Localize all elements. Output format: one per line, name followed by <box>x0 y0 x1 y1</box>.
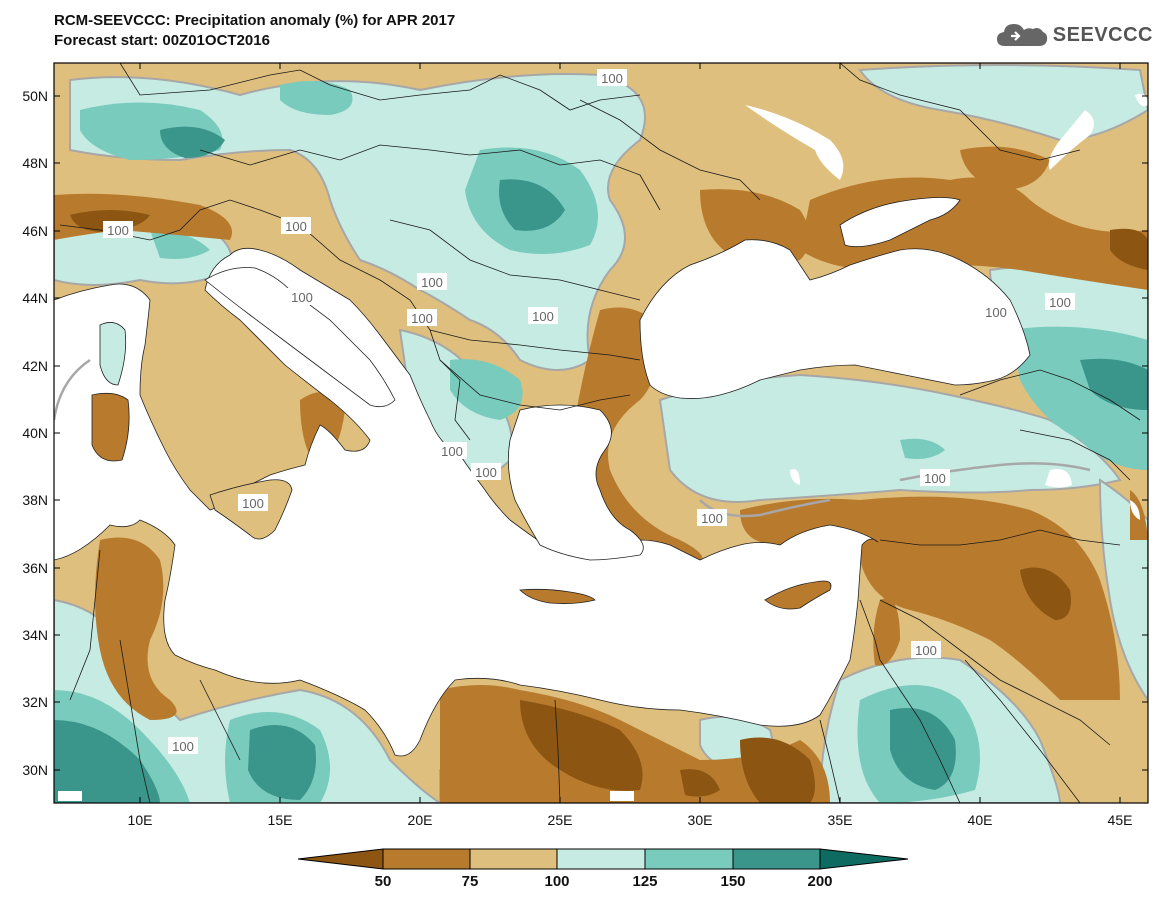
contour-label: 100 <box>172 739 194 754</box>
seevccc-logo: SEEVCCC <box>995 20 1153 50</box>
lon-label: 45E <box>1108 812 1133 828</box>
contour-label-bg <box>697 509 727 526</box>
contour-label-bg <box>911 641 941 658</box>
contour-label-bg <box>597 69 627 86</box>
contour-label: 100 <box>701 511 723 526</box>
lon-label: 35E <box>828 812 853 828</box>
lat-label: 48N <box>22 155 48 171</box>
legend-level: 125 <box>632 873 658 890</box>
contour-label: 100 <box>985 305 1007 320</box>
lon-label: 10E <box>128 812 153 828</box>
contour-label-bg <box>471 463 501 480</box>
contour-label: 100 <box>532 309 554 324</box>
legend-swatch <box>644 848 734 870</box>
legend-level: 75 <box>461 873 479 890</box>
legend-level: 150 <box>720 873 746 890</box>
contour-label-bg <box>920 469 950 486</box>
contour-label: 100 <box>1049 295 1071 310</box>
lat-label: 46N <box>22 223 48 239</box>
lon-label: 15E <box>268 812 293 828</box>
legend-swatch <box>732 848 821 870</box>
contour-label: 100 <box>924 471 946 486</box>
lat-label: 34N <box>22 627 48 643</box>
contour-label: 100 <box>915 643 937 658</box>
contour-label-bg <box>103 221 133 238</box>
contour-label-bg <box>1045 293 1075 310</box>
lat-label: 40N <box>22 425 48 441</box>
contour-label-bg <box>238 494 268 511</box>
contour-label-bg <box>281 217 311 234</box>
contour-label-bg <box>437 442 467 459</box>
contour-label: 100 <box>285 219 307 234</box>
legend-level: 100 <box>544 873 570 890</box>
lon-label: 25E <box>548 812 573 828</box>
contour-label: 100 <box>475 465 497 480</box>
contour-label: 100 <box>601 71 623 86</box>
contour-label-bg <box>417 273 447 290</box>
color-legend <box>297 848 909 870</box>
lat-label: 30N <box>22 762 48 778</box>
legend-swatch <box>297 848 384 870</box>
contour-label-bg <box>981 303 1011 320</box>
lat-label: 44N <box>22 290 48 306</box>
contour-label-bg <box>168 737 198 754</box>
contour-label-bg <box>407 309 437 326</box>
map-title: RCM-SEEVCCC: Precipitation anomaly (%) f… <box>54 12 456 29</box>
contour-label-bg <box>528 307 558 324</box>
longitude-axis: 10E 15E 20E 25E 30E 35E 40E 45E <box>128 63 1133 828</box>
contour-label: 100 <box>421 275 443 290</box>
logo-text: SEEVCCC <box>1052 23 1153 46</box>
contour-label: 100 <box>441 444 463 459</box>
contour-label-bg <box>287 288 317 305</box>
cloud-icon <box>996 24 1047 46</box>
lon-label: 20E <box>408 812 433 828</box>
lat-label: 32N <box>22 694 48 710</box>
legend-swatch <box>382 848 471 870</box>
lat-label: 38N <box>22 492 48 508</box>
contour-label: 100 <box>291 290 313 305</box>
legend-level: 200 <box>807 873 833 890</box>
legend-swatch <box>469 848 558 870</box>
lat-label: 36N <box>22 560 48 576</box>
lat-label: 42N <box>22 358 48 374</box>
contour-label: 100 <box>411 311 433 326</box>
forecast-start: Forecast start: 00Z01OCT2016 <box>54 32 270 49</box>
legend-swatch <box>556 848 646 870</box>
lon-label: 40E <box>968 812 993 828</box>
lon-label: 30E <box>688 812 713 828</box>
contour-labels: 100 100 100 100 100 100 100 100 100 100 100 100 100 1… <box>103 69 1075 754</box>
lat-label: 50N <box>22 88 48 104</box>
contour-label: 100 <box>242 496 264 511</box>
latitude-axis: 50N 48N 46N 44N 42N 40N 38N 36N 34N 32N 30N <box>22 88 1148 778</box>
legend-level: 50 <box>374 873 392 890</box>
legend-swatch <box>819 848 909 870</box>
contour-label: 100 <box>107 223 129 238</box>
